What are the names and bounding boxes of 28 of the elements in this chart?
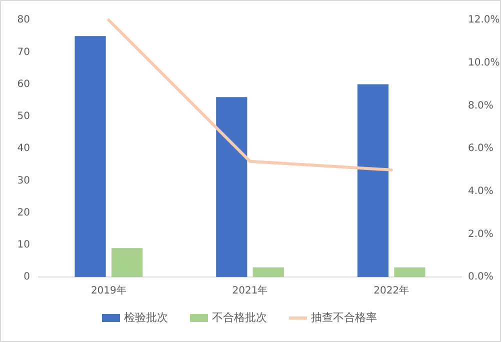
xtick: 2019年 [90, 286, 126, 297]
legend: 抽查不合格率 [311, 311, 377, 324]
bar [394, 267, 426, 277]
y2tick: 2.0% [468, 228, 494, 240]
xtick: 2022年 [374, 286, 410, 297]
ytick: 20 [17, 207, 30, 218]
y2tick: 6.0% [468, 143, 494, 154]
bar [357, 84, 389, 277]
legend: 检验批次 [124, 311, 168, 324]
ytick: 10 [17, 240, 30, 251]
y2tick: 12.0% [468, 14, 500, 26]
ytick: 60 [17, 78, 30, 90]
ytick: 50 [17, 111, 30, 122]
y2tick: 4.0% [468, 186, 494, 198]
legend: 不合格批次 [212, 311, 267, 324]
ytick: 80 [17, 14, 30, 26]
bar [216, 97, 248, 277]
xtick: 2021年 [232, 286, 268, 297]
y2tick: 0.0% [468, 272, 494, 283]
ytick: 70 [17, 46, 30, 58]
ytick: 30 [17, 175, 30, 186]
bar [111, 248, 143, 277]
ytick: 40 [17, 143, 30, 154]
y2tick: 8.0% [468, 100, 494, 112]
y2tick: 10.0% [468, 58, 500, 69]
ytick: 0 [24, 272, 30, 283]
bar [74, 36, 106, 277]
bar [252, 267, 284, 277]
